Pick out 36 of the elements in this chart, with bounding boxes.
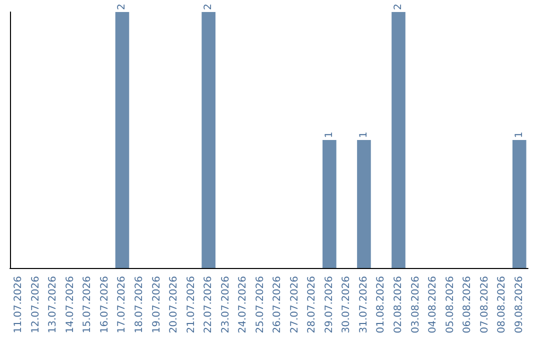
data-label: 1: [358, 132, 370, 138]
x-tick-label: 30.07.2026: [341, 276, 352, 334]
data-label: 1: [324, 132, 335, 138]
x-tick-label: 15.07.2026: [82, 276, 94, 334]
x-tick-label: 27.07.2026: [289, 276, 300, 334]
x-tick-label: 08.08.2026: [496, 276, 508, 334]
x-tick-label: 06.08.2026: [462, 276, 474, 334]
data-label: 2: [203, 4, 214, 10]
x-tick-label: 26.07.2026: [272, 276, 284, 334]
x-tick-label: 04.08.2026: [428, 276, 439, 334]
x-tick-label: 02.08.2026: [393, 276, 404, 334]
data-label: 2: [116, 4, 128, 10]
x-tick-label: 11.07.2026: [13, 276, 24, 334]
x-tick-label: 07.08.2026: [479, 276, 490, 334]
x-tick-label: 18.07.2026: [134, 276, 145, 334]
x-tick-label: 20.07.2026: [168, 276, 180, 334]
x-tick-label: 22.07.2026: [203, 276, 214, 334]
x-tick-label: 14.07.2026: [64, 276, 76, 334]
x-tick-label: 31.07.2026: [358, 276, 370, 334]
x-tick-label: 19.07.2026: [151, 276, 162, 334]
x-tick-label: 09.08.2026: [514, 276, 525, 334]
x-tick-label: 05.08.2026: [444, 276, 456, 334]
x-tick-label: 17.07.2026: [116, 276, 128, 334]
x-tick-label: 12.07.2026: [30, 276, 42, 334]
x-tick-label: 29.07.2026: [324, 276, 335, 334]
data-label: 2: [393, 4, 404, 10]
x-tick-label: 01.08.2026: [376, 276, 387, 334]
x-tick-label: 24.07.2026: [238, 276, 249, 334]
x-tick-label: 03.08.2026: [410, 276, 422, 334]
x-tick-label: 16.07.2026: [99, 276, 110, 334]
x-tick-label: 23.07.2026: [220, 276, 232, 334]
x-tick-label: 21.07.2026: [186, 276, 197, 334]
x-tick-label: 28.07.2026: [306, 276, 318, 334]
x-tick-label: 13.07.2026: [48, 276, 59, 334]
data-label: 1: [514, 132, 525, 138]
x-tick-label: 25.07.2026: [254, 276, 266, 334]
